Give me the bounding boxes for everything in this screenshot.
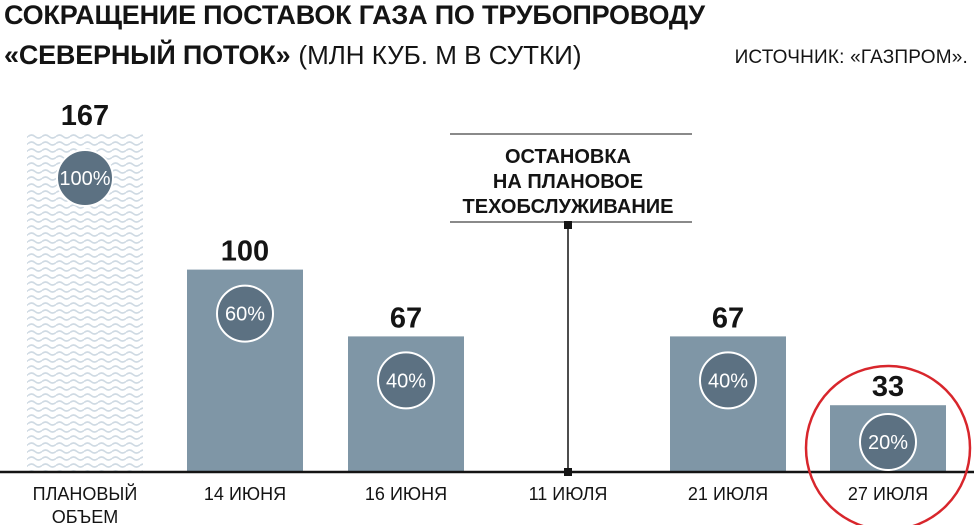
chart-title-line2: «СЕВЕРНЫЙ ПОТОК» (МЛН КУБ. М В СУТКИ) (4, 40, 582, 71)
x-tick-label: 11 ИЮЛЯ (529, 484, 608, 504)
percent-badge (56, 149, 114, 207)
percent-label: 20% (868, 432, 908, 454)
percent-badge (699, 351, 757, 410)
percent-badge (377, 351, 435, 410)
bar-value-label: 100 (221, 236, 269, 268)
percent-label: 100% (59, 168, 110, 190)
annotation-text: ОСТАНОВКА (505, 146, 631, 168)
bar-value-label: 67 (390, 302, 422, 334)
percent-label: 40% (708, 370, 748, 392)
x-tick-label: ОБЪЕМ (52, 507, 118, 525)
x-tick-label: ПЛАНОВЫЙ (33, 483, 138, 504)
chart-title-line1: СОКРАЩЕНИЕ ПОСТАВОК ГАЗА ПО ТРУБОПРОВОДУ (4, 0, 705, 30)
bar-value-label: 33 (872, 371, 904, 403)
highlight-circle (804, 364, 972, 525)
annotation-text: НА ПЛАНОВОЕ (493, 171, 643, 193)
percent-label: 60% (225, 304, 265, 326)
x-tick-label: 27 ИЮЛЯ (848, 484, 928, 504)
bar-value-label: 167 (61, 100, 109, 132)
bar-value-label: 67 (712, 302, 744, 334)
percent-badge (859, 413, 917, 471)
annotation-text: ТЕХОБСЛУЖИВАНИЕ (463, 196, 674, 218)
percent-label: 40% (386, 370, 426, 392)
chart-title-pipeline: «СЕВЕРНЫЙ ПОТОК» (4, 40, 291, 70)
chart-unit-label: (МЛН КУБ. М В СУТКИ) (298, 40, 582, 70)
x-tick-label: 21 ИЮЛЯ (688, 484, 768, 504)
annotation-marker-top (564, 221, 572, 229)
source-note: ИСТОЧНИК: «ГАЗПРОМ». (734, 47, 968, 68)
percent-badge (216, 284, 274, 343)
x-tick-label: 16 ИЮНЯ (365, 484, 447, 504)
x-tick-label: 14 ИЮНЯ (204, 484, 286, 504)
